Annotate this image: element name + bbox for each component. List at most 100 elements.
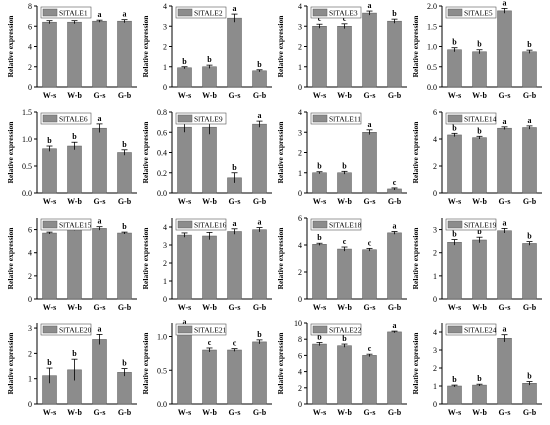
legend-swatch bbox=[447, 8, 463, 17]
bar-g-s bbox=[92, 339, 107, 405]
significance-letter: a bbox=[258, 111, 262, 120]
bar-w-s bbox=[42, 21, 57, 88]
y-tick-label: 1 bbox=[163, 63, 167, 72]
significance-letter: b bbox=[182, 57, 187, 66]
y-tick-label: 3 bbox=[433, 346, 437, 355]
x-tick-label: G-s bbox=[229, 408, 241, 417]
x-tick-label: W-b bbox=[202, 197, 217, 206]
y-tick-label: 0.5 bbox=[157, 366, 167, 375]
bar-g-s bbox=[497, 230, 512, 300]
legend-label: SlTALE11 bbox=[329, 115, 361, 124]
x-tick-label: G-b bbox=[388, 197, 402, 206]
y-tick-label: 4 bbox=[298, 2, 302, 11]
bar-g-s bbox=[92, 228, 107, 300]
x-tick-label: W-s bbox=[43, 408, 56, 417]
bar-g-b bbox=[117, 232, 132, 300]
y-tick-label: 0.5 bbox=[22, 162, 32, 171]
significance-letter: c bbox=[208, 338, 212, 347]
x-tick-label: G-b bbox=[523, 197, 537, 206]
y-axis-title: Relative expression bbox=[6, 332, 15, 395]
x-tick-label: G-s bbox=[499, 303, 511, 312]
bar-w-b bbox=[202, 66, 217, 88]
y-axis-title: Relative expression bbox=[411, 227, 420, 290]
bar-w-b bbox=[337, 345, 352, 405]
bar-g-s bbox=[362, 132, 377, 194]
significance-letter: a bbox=[503, 325, 507, 334]
bar-w-s bbox=[312, 172, 327, 194]
legend-swatch bbox=[42, 114, 58, 123]
bar-w-b bbox=[67, 229, 82, 300]
x-tick-label: W-s bbox=[313, 91, 326, 100]
significance-letter: b bbox=[477, 374, 482, 383]
x-tick-label: G-s bbox=[499, 91, 511, 100]
significance-letter: c bbox=[343, 14, 347, 23]
significance-letter: c bbox=[368, 238, 372, 247]
y-tick-label: 0.8 bbox=[157, 108, 167, 117]
y-axis-title: Relative expression bbox=[6, 121, 15, 184]
y-tick-label: 1 bbox=[298, 63, 302, 72]
legend-box bbox=[40, 218, 92, 231]
legend-swatch bbox=[447, 325, 463, 334]
y-tick-label: 3 bbox=[433, 226, 437, 235]
x-tick-label: G-b bbox=[523, 408, 537, 417]
bar-g-s bbox=[227, 17, 242, 88]
y-tick-label: 2 bbox=[28, 63, 32, 72]
significance-letter: c bbox=[393, 178, 397, 187]
y-axis-title: Relative expression bbox=[276, 332, 285, 395]
x-tick-label: W-s bbox=[448, 197, 461, 206]
legend-swatch bbox=[312, 220, 328, 229]
y-tick-label: 0 bbox=[163, 295, 167, 304]
x-tick-label: W-b bbox=[472, 303, 487, 312]
bar-g-s bbox=[92, 127, 107, 194]
y-tick-label: 0 bbox=[28, 400, 32, 409]
bar-g-b bbox=[117, 372, 132, 405]
y-tick-label: 0 bbox=[298, 189, 302, 198]
significance-letter: b bbox=[257, 330, 262, 339]
x-tick-label: G-s bbox=[499, 408, 511, 417]
significance-letter: c bbox=[233, 339, 237, 348]
x-tick-label: W-s bbox=[178, 303, 191, 312]
legend-swatch bbox=[312, 114, 328, 123]
y-tick-label: 0.5 bbox=[427, 63, 437, 72]
chart-panel-sltale11: 0 1 2 3 4 Relative expression b W-s b W-b a G-s c G-b… bbox=[276, 108, 407, 206]
x-tick-label: G-s bbox=[499, 197, 511, 206]
legend-label: SlTALE18 bbox=[329, 221, 362, 230]
y-tick-label: 0 bbox=[163, 83, 167, 92]
y-axis-title: Relative expression bbox=[6, 227, 15, 290]
chart-panel-sltale2: 0 1 2 3 4 Relative expression b W-s b W-b a G-s b G-b… bbox=[141, 2, 272, 100]
y-tick-label: 0.0 bbox=[22, 189, 32, 198]
y-tick-label: 2 bbox=[433, 249, 437, 258]
significance-letter: b bbox=[232, 163, 237, 172]
y-axis-title: Relative expression bbox=[411, 15, 420, 78]
bar-g-b bbox=[117, 152, 132, 194]
bar-g-s bbox=[497, 338, 512, 405]
y-tick-label: 1 bbox=[163, 277, 167, 286]
legend-box bbox=[175, 323, 227, 336]
legend-swatch bbox=[447, 114, 463, 123]
y-tick-label: 0 bbox=[28, 295, 32, 304]
significance-letter: a bbox=[98, 114, 102, 123]
x-tick-label: G-s bbox=[94, 197, 106, 206]
significance-letter: b bbox=[452, 230, 457, 239]
y-tick-label: 1.5 bbox=[427, 22, 437, 31]
x-tick-label: G-s bbox=[94, 408, 106, 417]
y-tick-label: 4 bbox=[433, 328, 437, 337]
y-tick-label: 2 bbox=[28, 272, 32, 281]
x-tick-label: W-s bbox=[313, 408, 326, 417]
legend-swatch bbox=[177, 220, 193, 229]
bar-w-b bbox=[67, 145, 82, 194]
significance-letter: b bbox=[527, 232, 532, 241]
y-axis-title: Relative expression bbox=[141, 15, 150, 78]
y-tick-label: 0.0 bbox=[157, 189, 167, 198]
bar-w-s bbox=[42, 232, 57, 300]
legend-swatch bbox=[447, 220, 463, 229]
x-tick-label: G-b bbox=[388, 91, 402, 100]
x-tick-label: W-s bbox=[448, 91, 461, 100]
x-tick-label: G-s bbox=[364, 303, 376, 312]
legend-swatch bbox=[177, 325, 193, 334]
x-tick-label: G-b bbox=[523, 303, 537, 312]
bar-g-b bbox=[387, 20, 402, 88]
significance-letter: a bbox=[368, 120, 372, 129]
legend-label: SlTALE20 bbox=[59, 326, 92, 335]
bar-g-s bbox=[362, 12, 377, 88]
